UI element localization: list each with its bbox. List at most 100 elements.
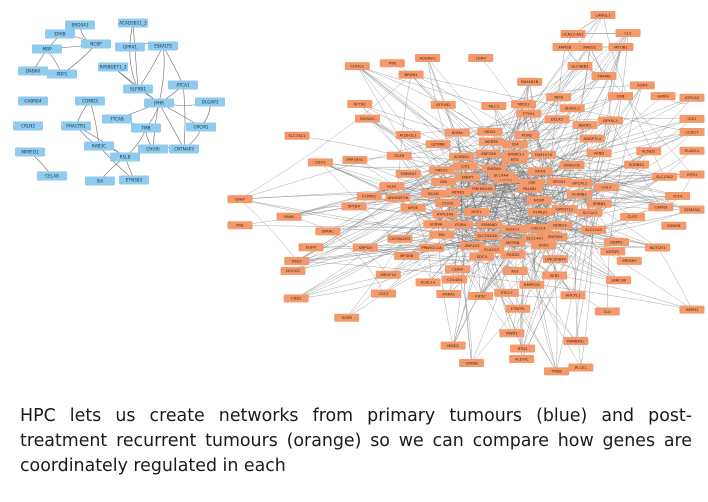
recurrent-node: ERBB4 [586,199,612,208]
recurrent-node-label: DBI [440,179,447,184]
recurrent-node: DPYSL3 [598,116,623,125]
recurrent-node-label: PLA2G7 [484,247,499,252]
recurrent-node: MAD2L [577,43,603,51]
recurrent-node-box [395,169,421,178]
recurrent-node-box [577,43,603,51]
recurrent-node: ZNF423 [459,241,485,250]
recurrent-node-box [440,341,466,350]
primary-node-label: CNTNAP3 [174,147,194,152]
recurrent-edge [327,229,473,246]
recurrent-node-box [375,270,401,279]
primary-node: EPHB [45,29,75,39]
recurrent-edge [357,65,494,107]
primary-node-box [98,62,128,72]
recurrent-node: CRB1 [283,294,309,303]
primary-node: PDP1 [47,69,77,79]
recurrent-node: FAM20C [355,114,380,123]
recurrent-node: NOTCH1 [645,243,671,252]
recurrent-edge [461,156,472,364]
recurrent-node-box [567,179,593,188]
recurrent-node-box [400,203,426,212]
recurrent-node-box [629,81,655,90]
recurrent-node-label: CKB [617,93,625,98]
primary-node: BRD043 [65,20,95,30]
recurrent-node-box [500,250,526,259]
recurrent-node-box [510,344,536,353]
recurrent-node-label: ANGPTL4 [584,136,602,141]
recurrent-node-label: FAM107A [535,152,553,157]
recurrent-node-label: BMPR1B [524,282,540,287]
recurrent-node: SPTB4 [341,202,367,211]
recurrent-node: TMEM255A [469,184,495,193]
recurrent-node-box [395,131,421,139]
recurrent-node-label: RFX4 [535,169,545,174]
recurrent-node: PLCE1 [568,363,594,372]
recurrent-node-box [600,247,626,256]
primary-node: PHACTR1 [61,121,91,131]
recurrent-node-box [679,146,705,155]
recurrent-node: PLXNB1 [567,190,592,199]
recurrent-node-label: SH3GL2 [565,106,581,111]
recurrent-node-box [502,155,528,164]
recurrent-node-box [356,192,382,201]
recurrent-node-box [429,166,455,175]
recurrent-node-label: SGF8 [394,153,405,158]
recurrent-node-label: SLC7A11 [288,133,306,138]
recurrent-node-label: ATP1A2 [685,95,700,100]
recurrent-node-label: CAPN3 [655,205,668,210]
recurrent-node: CCDC7 [679,128,705,136]
primary-node-label: GPCM1 [194,125,209,130]
primary-node-box [195,97,225,107]
recurrent-node-label: PPP1R3C [346,157,363,162]
recurrent-node-label: CRYAB [465,360,478,365]
recurrent-node-box [445,188,471,196]
recurrent-node: ARHGEF26 [385,193,411,202]
recurrent-node-label: RTN1 [518,346,529,351]
recurrent-node: METRN [500,238,526,247]
recurrent-node-label: OLIG2 [442,200,454,205]
recurrent-node: MT3 [502,155,528,164]
recurrent-node-box [516,109,542,118]
recurrent-node-label: CST3 [379,291,389,296]
recurrent-node-label: FAM2B [559,44,572,49]
recurrent-node-label: SLC21A3 [585,227,603,232]
primary-node: DLGAP3 [195,97,225,107]
recurrent-node: RANBP3L [563,337,589,345]
recurrent-node: AQP4 [629,81,655,90]
recurrent-node-label: ADGRV1 [420,55,436,60]
recurrent-node: GPR37L1 [552,205,578,214]
recurrent-node-label: ZNF804 [548,234,563,239]
recurrent-node-box [283,294,309,303]
recurrent-node: SEMA5A [679,205,705,214]
recurrent-node: EDNRB [661,221,687,230]
recurrent-node-box [522,234,548,243]
recurrent-node: SH3GL2 [559,104,585,113]
recurrent-node-label: EMX2OS [564,162,581,167]
primary-node-label: ATCA1 [176,83,190,88]
recurrent-node-box [679,114,705,123]
primary-node-box [138,144,168,154]
recurrent-node-box [560,30,586,38]
recurrent-node-box [511,100,536,109]
primary-node-box [18,96,48,106]
recurrent-node: TRAMS [591,72,617,80]
recurrent-edge [397,74,412,198]
recurrent-node-label: SEMA5A [684,207,700,212]
recurrent-node: SOX9 [334,313,360,322]
recurrent-node-box [347,100,373,108]
recurrent-node-label: STK17 [501,290,514,295]
recurrent-node: MFGE8 [394,251,420,260]
recurrent-node-label: PON2 [522,132,533,137]
recurrent-node: OLIG2 [435,199,461,207]
recurrent-node-box [652,172,678,181]
recurrent-node-label: TRAMS [596,73,611,78]
recurrent-node-label: SOX2 [539,243,550,248]
primary-node-box [81,39,111,49]
primary-node: TMB [131,123,161,133]
recurrent-node-label: PLXNB1 [572,192,587,197]
recurrent-node-box [425,140,451,149]
recurrent-node: ANGPTL4 [579,134,605,143]
primary-node-box [118,18,148,28]
recurrent-node: TCF4 [665,192,691,200]
recurrent-node-box [448,220,473,229]
